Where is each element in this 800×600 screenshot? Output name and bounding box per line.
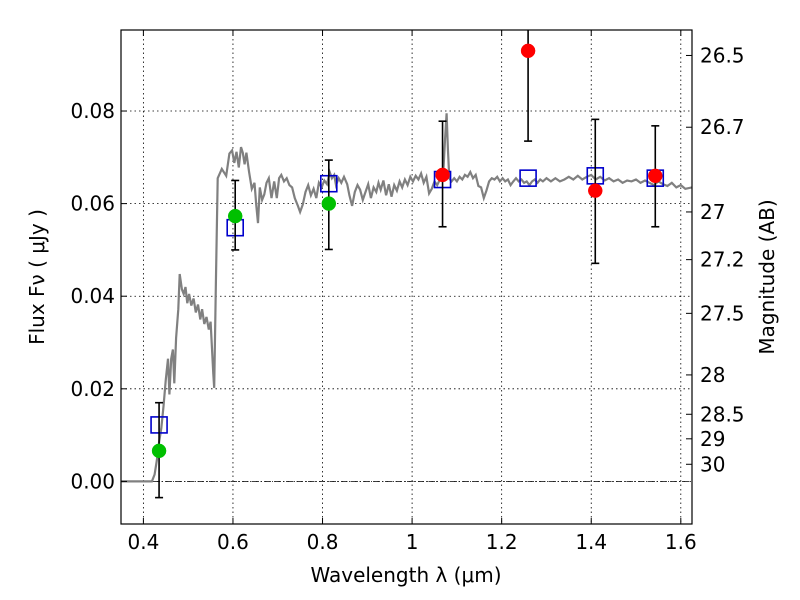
observed-point bbox=[227, 208, 243, 224]
y-tick-label: 0.02 bbox=[70, 377, 115, 401]
observed-point bbox=[588, 183, 603, 198]
model-photometry-square bbox=[519, 169, 537, 187]
y-tick-label: 0.08 bbox=[70, 99, 115, 123]
plot-frame bbox=[120, 29, 693, 525]
magnitude-tick-label: 27.2 bbox=[700, 248, 745, 272]
y-axis: 0.00 0.02 0.04 0.06 0.08 bbox=[70, 99, 127, 493]
y-axis-label: Flux Fν ( μJy ) bbox=[25, 209, 49, 345]
magnitude-tick-label: 27.5 bbox=[700, 301, 745, 325]
observed-point bbox=[520, 43, 536, 59]
x-tick-label: 0.8 bbox=[307, 530, 339, 554]
y-tick-label: 0.00 bbox=[70, 469, 115, 493]
observed-point bbox=[321, 196, 337, 211]
magnitude-tick-label: 26.7 bbox=[700, 115, 745, 139]
x-tick-label: 1.6 bbox=[665, 530, 697, 554]
magnitude-tick-label: 28 bbox=[700, 363, 725, 387]
magnitude-tick-label: 27 bbox=[700, 200, 725, 224]
observed-photometry-series bbox=[151, 30, 663, 499]
y-tick-label: 0.06 bbox=[70, 192, 115, 216]
observed-point bbox=[435, 167, 450, 183]
plot-area bbox=[121, 30, 692, 499]
right-axis-label: Magnitude (AB) bbox=[755, 199, 779, 354]
x-tick-label: 1.4 bbox=[575, 530, 607, 554]
y-tick-label: 0.04 bbox=[70, 284, 115, 308]
x-tick-label: 1 bbox=[406, 530, 419, 554]
magnitude-tick-label: 30 bbox=[700, 452, 725, 476]
x-axis: 0.4 0.6 0.8 1 1.2 1.4 1.6 bbox=[127, 30, 697, 554]
x-tick-label: 1.2 bbox=[486, 530, 518, 554]
model-spectrum-line bbox=[121, 113, 692, 483]
observed-point bbox=[648, 168, 663, 184]
x-tick-label: 0.6 bbox=[217, 530, 249, 554]
x-axis-label: Wavelength λ (μm) bbox=[310, 563, 501, 587]
model-photometry-series bbox=[150, 167, 665, 434]
magnitude-tick-label: 29 bbox=[700, 427, 725, 451]
magnitude-tick-label: 28.5 bbox=[700, 402, 745, 426]
observed-point bbox=[151, 443, 167, 459]
magnitude-tick-label: 26.5 bbox=[700, 43, 745, 67]
grid bbox=[121, 30, 692, 524]
x-tick-label: 0.4 bbox=[127, 530, 159, 554]
